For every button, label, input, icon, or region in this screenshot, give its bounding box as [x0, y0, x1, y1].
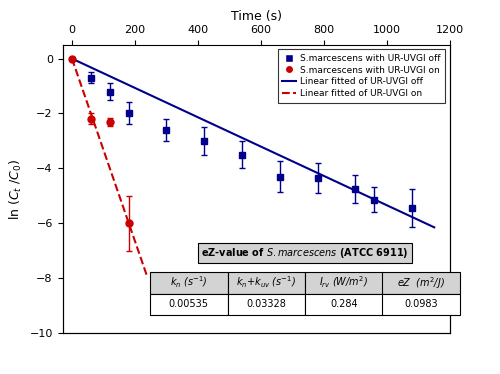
- Y-axis label: ln ($C_t$ /$C_0$): ln ($C_t$ /$C_0$): [8, 158, 24, 220]
- Text: eZ-value of $\it{S.marcescens}$ (ATCC 6911): eZ-value of $\it{S.marcescens}$ (ATCC 69…: [201, 246, 409, 260]
- X-axis label: Time (s): Time (s): [231, 10, 282, 22]
- Legend: S.marcescens with UR-UVGI off, S.marcescens with UR-UVGI on, Linear fitted of UR: S.marcescens with UR-UVGI off, S.marcesc…: [278, 49, 446, 102]
